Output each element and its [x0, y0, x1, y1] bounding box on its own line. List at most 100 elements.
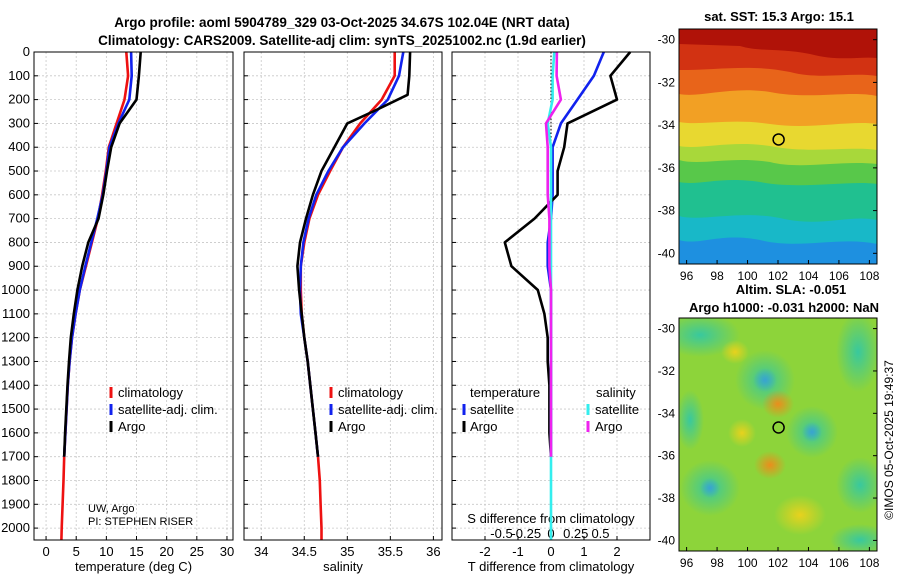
map-y-tick-label: -40 — [658, 246, 676, 260]
sla-map-field — [679, 318, 877, 551]
y-tick-label: 1000 — [1, 282, 30, 297]
map-x-tick-label: 98 — [710, 269, 724, 283]
legend-climatology-label-2: climatology — [338, 385, 404, 400]
argo-float-marker — [772, 133, 785, 146]
x-tick-label: 20 — [159, 544, 173, 559]
y-tick-label: 0 — [23, 44, 30, 59]
x-axis-label: salinity — [323, 559, 363, 574]
x-tick-label: 15 — [129, 544, 143, 559]
x-axis-label: temperature (deg C) — [75, 559, 192, 574]
x-tick-label: -2 — [479, 544, 491, 559]
imos-watermark: ©IMOS 05-Oct-2025 19:49:37 — [882, 360, 896, 520]
legend-satellite-label-2: satellite-adj. clim. — [338, 402, 438, 417]
x-axis-label: T difference from climatology — [468, 559, 635, 574]
map-y-tick-label: -32 — [658, 75, 676, 89]
legend-s-satellite-label: satellite — [595, 402, 639, 417]
y-tick-label: 900 — [8, 258, 30, 273]
map-x-tick-label: 96 — [680, 269, 694, 283]
map-y-tick-label: -40 — [658, 533, 676, 547]
y-tick-label: 1600 — [1, 425, 30, 440]
y-tick-label: 200 — [8, 92, 30, 107]
secondary-x-tick-label: -0.5 — [490, 526, 512, 541]
salinity-profile-panel: 34 34.5 35 35.5 36 salinity — [243, 51, 443, 574]
map-y-tick-label: -36 — [658, 161, 676, 175]
y-tick-label: 400 — [8, 139, 30, 154]
y-tick-label: 1700 — [1, 449, 30, 464]
y-tick-label: 1100 — [2, 306, 30, 321]
temperature-profile-panel: 0100200300400500600700800900100011001200… — [1, 44, 234, 574]
secondary-x-tick-label: -0.25 — [511, 526, 541, 541]
figure-title-line1: Argo profile: aoml 5904789_329 03-Oct-20… — [114, 15, 569, 30]
x-tick-label: -1 — [512, 544, 524, 559]
plot-background — [34, 52, 233, 540]
map-x-tick-label: 100 — [738, 556, 758, 570]
map-y-tick-label: -38 — [658, 204, 676, 218]
sla-map-title-line1: Altim. SLA: -0.051 — [736, 282, 847, 297]
salinity-legend: climatology satellite-adj. clim. Argo — [329, 385, 438, 434]
map-x-tick-label: 106 — [829, 556, 849, 570]
map-x-tick-label: 108 — [859, 556, 879, 570]
map-x-tick-label: 104 — [798, 556, 818, 570]
x-tick-label: 34.5 — [292, 544, 317, 559]
legend-salinity-title: salinity — [596, 385, 636, 400]
secondary-x-tick-label: 0.25 — [563, 526, 588, 541]
map-y-tick-label: -30 — [658, 33, 676, 47]
y-tick-label: 500 — [8, 163, 30, 178]
y-tick-label: 700 — [8, 211, 30, 226]
y-tick-label: 600 — [8, 187, 30, 202]
y-tick-label: 1200 — [1, 330, 30, 345]
plot-frame — [33, 51, 234, 541]
x-tick-label: 34 — [254, 544, 268, 559]
map-y-tick-label: -32 — [658, 364, 676, 378]
figure-title-line2: Climatology: CARS2009. Satellite-adj cli… — [98, 33, 586, 48]
y-tick-label: 1500 — [1, 401, 30, 416]
legend-climatology-label: climatology — [118, 385, 184, 400]
map-y-tick-label: -30 — [658, 322, 676, 336]
map-y-tick-label: -34 — [658, 118, 676, 132]
legend-temperature-title: temperature — [470, 385, 540, 400]
map-x-tick-label: 108 — [859, 269, 879, 283]
map-x-tick-label: 104 — [798, 269, 818, 283]
x-tick-label: 0 — [42, 544, 49, 559]
map-x-tick-label: 100 — [738, 269, 758, 283]
y-tick-label: 1400 — [1, 377, 30, 392]
sst-map-title: sat. SST: 15.3 Argo: 15.1 — [704, 9, 854, 24]
x-tick-label: 10 — [99, 544, 113, 559]
credit-line2: PI: STEPHEN RISER — [88, 516, 193, 528]
sla-map-title-line2: Argo h1000: -0.031 h2000: NaN — [689, 300, 879, 315]
map-y-tick-label: -34 — [658, 406, 676, 420]
sla-map-axes: 96 98 100 102 104 106 108 -30 -32 -34 -36 -38 -40 — [658, 322, 880, 570]
legend-satellite-label: satellite-adj. clim. — [118, 402, 218, 417]
map-x-tick-label: 102 — [768, 556, 788, 570]
x-tick-label: 35 — [340, 544, 354, 559]
map-x-tick-label: 102 — [768, 269, 788, 283]
sst-map-field — [679, 29, 877, 264]
map-x-tick-label: 96 — [680, 556, 694, 570]
legend-argo-label: Argo — [118, 419, 145, 434]
series-line-s-argo — [544, 51, 563, 457]
x-tick-label: 5 — [73, 544, 80, 559]
temperature-legend: climatology satellite-adj. clim. Argo — [109, 385, 218, 434]
y-tick-label: 300 — [8, 115, 30, 130]
legend-argo-label-2: Argo — [338, 419, 365, 434]
x-tick-label: 30 — [220, 544, 234, 559]
y-tick-label: 1800 — [1, 472, 30, 487]
series-line-argo — [296, 51, 412, 457]
argo-float-marker — [772, 421, 785, 434]
y-tick-label: 2000 — [1, 520, 30, 535]
x-tick-label: 2 — [613, 544, 620, 559]
map-y-tick-label: -38 — [658, 491, 676, 505]
y-tick-label: 1900 — [1, 496, 30, 511]
plot-frame — [451, 51, 651, 541]
sst-map-axes: 96 98 100 102 104 106 108 -30 -32 -34 -36 -38 -40 — [658, 33, 880, 283]
x-tick-label: 25 — [190, 544, 204, 559]
difference-profile-panel: -2 -1 0 1 2-0.5-0.25 0 0.25 0.5S difference fro… — [451, 51, 651, 574]
series-line-argo — [62, 51, 142, 457]
legend-t-argo-label: Argo — [470, 419, 497, 434]
map-x-tick-label: 98 — [710, 556, 724, 570]
legend-s-argo-label: Argo — [595, 419, 622, 434]
series-line-t-argo — [503, 51, 632, 457]
plot-background — [244, 52, 442, 540]
plot-frame — [243, 51, 443, 541]
